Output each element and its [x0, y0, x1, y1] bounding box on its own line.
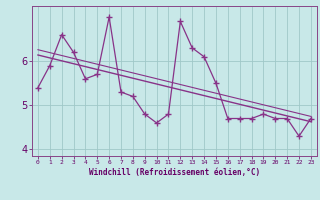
X-axis label: Windchill (Refroidissement éolien,°C): Windchill (Refroidissement éolien,°C) — [89, 168, 260, 177]
